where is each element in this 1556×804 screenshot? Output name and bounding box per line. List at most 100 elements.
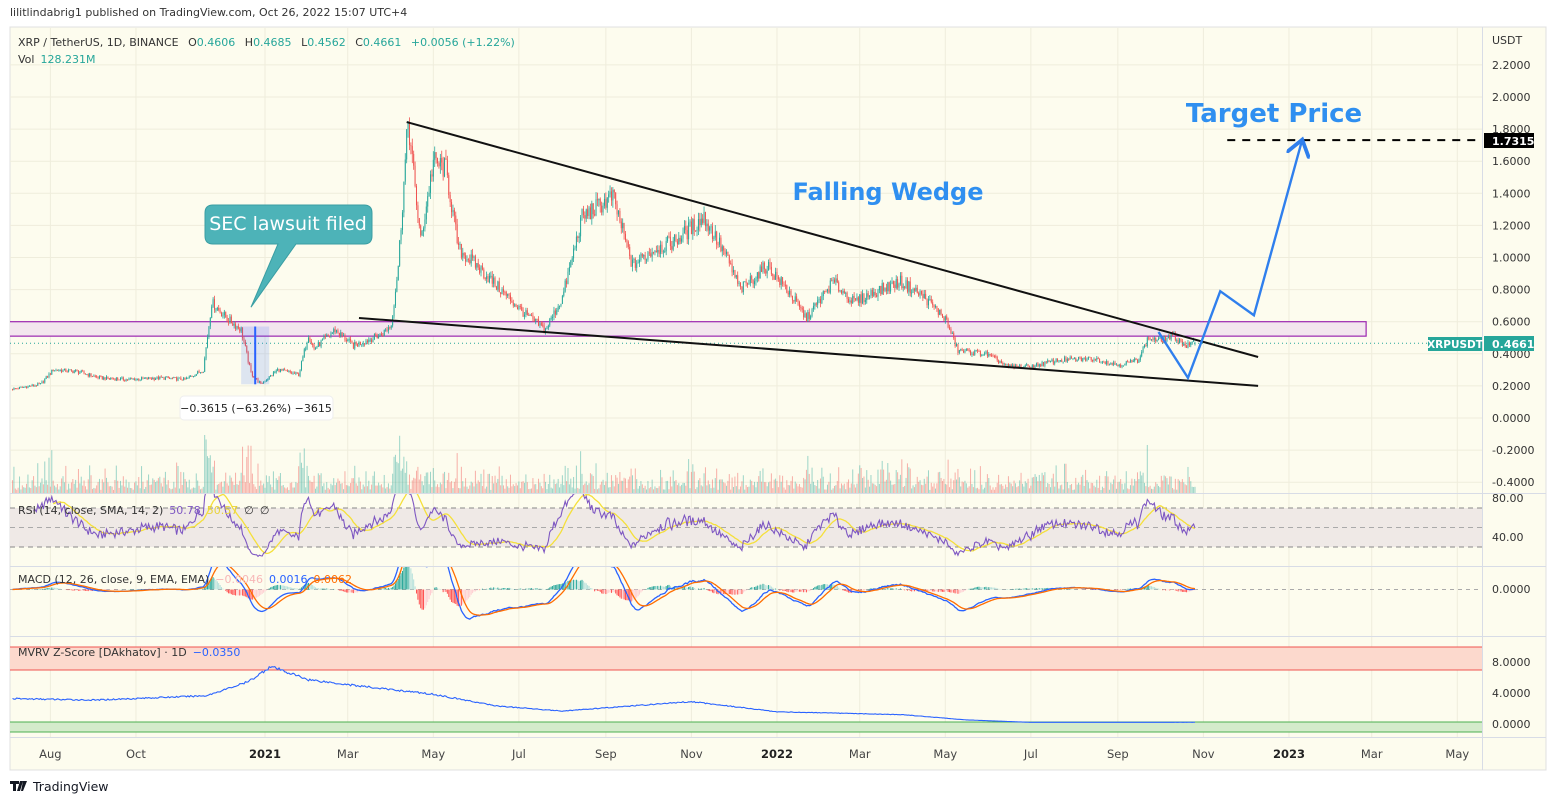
macd-hist-bar	[263, 589, 265, 593]
volume-bar	[331, 485, 333, 493]
candle-body	[460, 244, 462, 258]
candle-body	[940, 309, 942, 315]
macd-pane[interactable]: MACD (12, 26, close, 9, EMA, EMA) −0.0046…	[10, 506, 1482, 620]
macd-hist-bar	[953, 589, 955, 593]
volume-bar	[884, 481, 886, 493]
volume-bar	[17, 487, 19, 493]
candle-body	[1177, 340, 1179, 344]
macd-hist-bar	[818, 585, 820, 590]
candle-body	[462, 253, 464, 258]
macd-hist-bar	[665, 586, 667, 590]
symbol-name[interactable]: XRP / TetherUS, 1D, BINANCE	[18, 36, 179, 49]
macd-hist-bar	[939, 589, 941, 592]
volume-bar	[678, 483, 680, 493]
sec-callout-shape[interactable]	[204, 204, 373, 308]
macd-hist-bar	[439, 588, 441, 590]
mvrv-overvalued-band	[10, 647, 1482, 670]
candle-body	[925, 293, 927, 300]
candle-body	[713, 237, 715, 239]
volume-bar	[1047, 483, 1049, 493]
candle-body	[1071, 357, 1073, 359]
candle-body	[331, 332, 333, 334]
candle-body	[765, 269, 767, 274]
volume-bar	[456, 453, 458, 493]
macd-hist-bar	[390, 587, 392, 590]
macd-hist-bar	[648, 587, 650, 590]
candle-body	[152, 378, 154, 380]
wedge-lower-trendline[interactable]	[358, 317, 1259, 387]
candle-body	[1153, 337, 1155, 340]
wedge-upper-trendline[interactable]	[406, 121, 1259, 358]
volume-bar	[1143, 482, 1145, 493]
volume-bar	[856, 483, 858, 493]
mvrv-pane[interactable]: MVRV Z-Score [DAkhatov] · 1D −0.0350	[10, 646, 1482, 733]
candle-body	[539, 323, 541, 326]
candle-body	[439, 158, 441, 167]
candle-body	[908, 281, 910, 292]
candle-body	[68, 369, 70, 372]
brand-name: TradingView	[32, 779, 109, 794]
volume-bar	[557, 478, 559, 493]
candle-body	[920, 291, 922, 294]
volume-bar	[770, 473, 772, 493]
candle-body	[348, 338, 350, 341]
price-axis[interactable]: 2.20002.00001.80001.60001.40001.20001.00…	[1492, 59, 1534, 489]
volume-bar	[49, 486, 51, 493]
volume-bar	[149, 485, 151, 493]
volume-bar	[371, 484, 373, 493]
target-price-label[interactable]: Target Price	[1186, 99, 1362, 129]
volume-bar	[668, 489, 670, 493]
candle-body	[93, 375, 95, 377]
projection-path[interactable]	[1157, 142, 1302, 381]
volume-bar	[26, 483, 28, 493]
candle-body	[310, 341, 312, 344]
macd-hist-bar	[909, 589, 911, 592]
volume-bar	[908, 467, 910, 493]
candle-body	[700, 218, 702, 226]
tradingview-logo[interactable]: TradingView	[10, 779, 109, 794]
volume-bar	[1058, 488, 1060, 493]
volume-bar	[125, 479, 127, 493]
candle-body	[864, 300, 866, 302]
volume-bar	[567, 467, 569, 493]
volume-bar	[667, 480, 669, 493]
volume-bar	[1057, 482, 1059, 493]
time-axis[interactable]: Aug Oct 2021 Mar May Jul Sep Nov 2022 Mar May Jul Se…	[39, 747, 1469, 761]
volume-bar	[954, 472, 956, 493]
falling-wedge-label[interactable]: Falling Wedge	[792, 178, 983, 206]
macd-hist-bar	[742, 589, 744, 593]
candle-body	[45, 376, 47, 380]
volume-bar	[176, 462, 178, 493]
macd-hist-bar	[214, 578, 216, 590]
volume-bar	[899, 474, 901, 493]
volume-bar	[1073, 489, 1075, 493]
volume-bar	[23, 487, 25, 493]
volume-bar	[559, 487, 561, 493]
volume-bar	[883, 469, 885, 493]
resistance-zone[interactable]	[7, 321, 1367, 337]
candle-body	[1065, 357, 1067, 362]
volume-bar	[117, 480, 119, 493]
macd-hist-bar	[58, 588, 60, 590]
candle-body	[191, 376, 193, 377]
volume-bar	[850, 483, 852, 493]
candle-body	[352, 342, 354, 349]
candle-body	[108, 378, 110, 380]
macd-hist-bar	[421, 589, 423, 610]
volume-bar	[322, 486, 324, 493]
macd-hist-bar	[675, 586, 677, 590]
rsi-pane[interactable]: RSI (14, close, SMA, 14, 2) 50.78 50.57 ∅ ∅	[10, 481, 1482, 558]
macd-hist-bar	[226, 589, 228, 593]
volume-bar	[700, 485, 702, 493]
candle-body	[773, 275, 775, 280]
volume-bar	[751, 480, 753, 493]
macd-hist-bar	[532, 588, 534, 590]
volume-bar	[650, 487, 652, 493]
volume-bar	[826, 484, 828, 493]
volume-bar	[686, 471, 688, 493]
candle-body	[164, 377, 166, 380]
volume-bar	[720, 479, 722, 493]
candle-body	[615, 192, 617, 205]
main-pane[interactable]: SEC lawsuit filed Falling Wedge Target P…	[7, 99, 1482, 493]
volume-bar	[913, 487, 915, 493]
